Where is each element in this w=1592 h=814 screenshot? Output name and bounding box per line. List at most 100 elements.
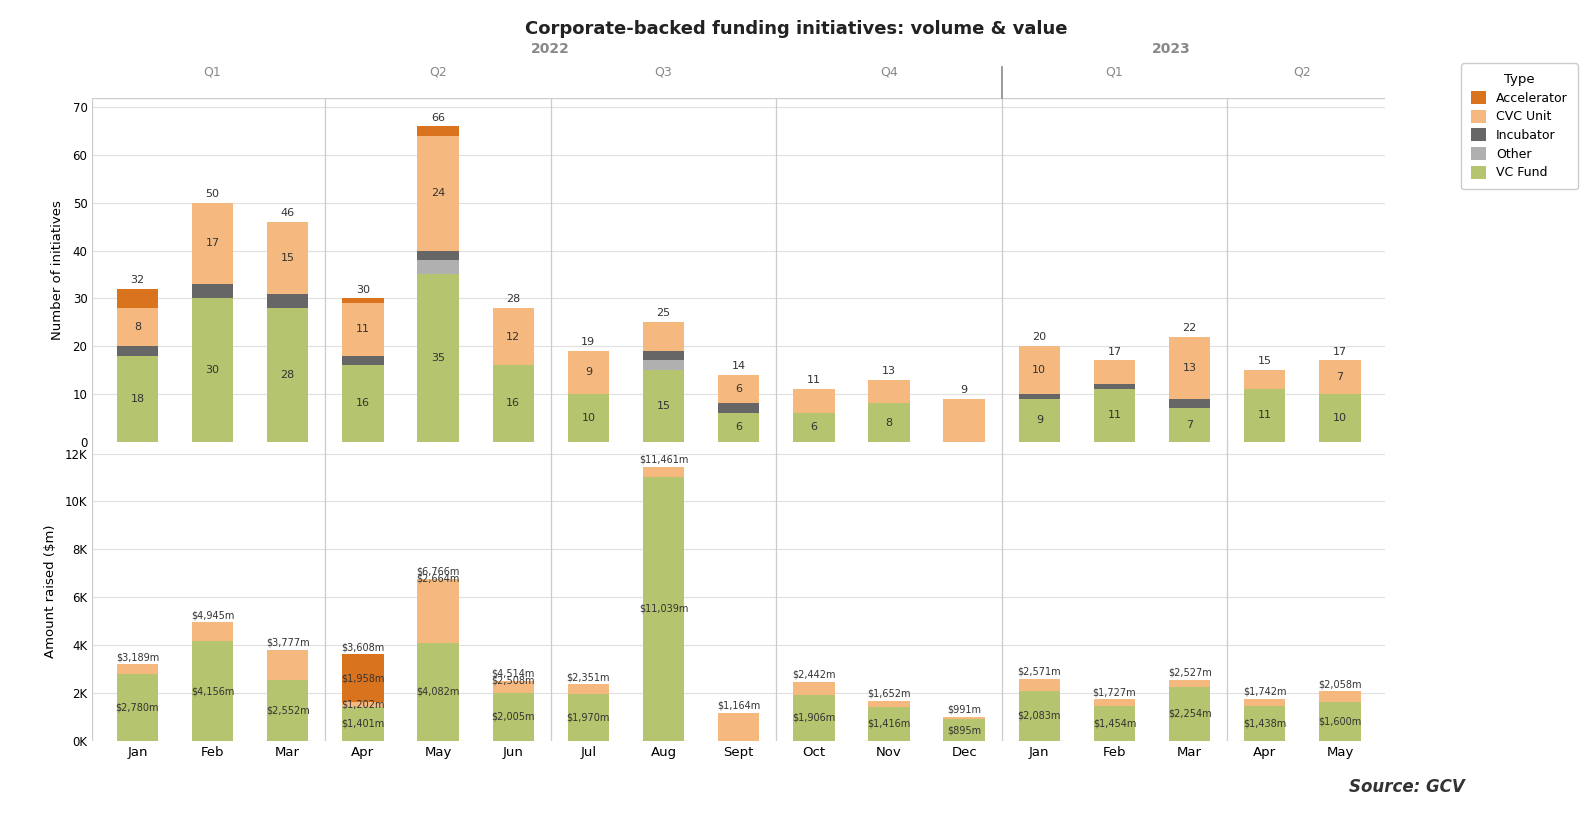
- Text: $2,005m: $2,005m: [492, 711, 535, 722]
- Bar: [116, 346, 158, 356]
- Bar: [1094, 706, 1135, 741]
- Bar: [1243, 389, 1285, 442]
- Text: 11: 11: [357, 324, 369, 335]
- Bar: [868, 404, 909, 442]
- Bar: [643, 351, 685, 361]
- Text: 46: 46: [280, 208, 295, 218]
- Text: $1,416m: $1,416m: [868, 719, 911, 729]
- Text: 11: 11: [1258, 410, 1272, 420]
- Text: 25: 25: [656, 309, 670, 318]
- Bar: [267, 222, 309, 294]
- Text: $1,652m: $1,652m: [868, 689, 911, 698]
- Text: 17: 17: [205, 239, 220, 248]
- Text: 16: 16: [506, 398, 521, 409]
- Text: 12: 12: [506, 331, 521, 342]
- Bar: [568, 351, 610, 394]
- Text: 13: 13: [1183, 362, 1197, 373]
- Text: $3,189m: $3,189m: [116, 652, 159, 662]
- Bar: [1320, 361, 1361, 394]
- Bar: [868, 707, 909, 741]
- Bar: [417, 643, 458, 741]
- Text: $2,254m: $2,254m: [1169, 709, 1212, 719]
- Bar: [643, 322, 685, 351]
- Bar: [643, 466, 685, 477]
- Bar: [1019, 691, 1060, 741]
- Bar: [193, 623, 234, 641]
- Text: 16: 16: [357, 398, 369, 409]
- Text: 28: 28: [506, 294, 521, 304]
- Text: 14: 14: [732, 361, 745, 371]
- Text: $11,461m: $11,461m: [638, 454, 688, 464]
- Text: $2,571m: $2,571m: [1017, 667, 1062, 676]
- Bar: [1169, 408, 1210, 442]
- Text: 19: 19: [581, 337, 595, 347]
- Text: Corporate-backed funding initiatives: volume & value: Corporate-backed funding initiatives: vo…: [525, 20, 1067, 38]
- Text: $11,039m: $11,039m: [638, 604, 688, 614]
- Bar: [718, 713, 759, 741]
- Bar: [492, 693, 533, 741]
- Text: $1,970m: $1,970m: [567, 712, 610, 722]
- Text: 15: 15: [1258, 357, 1272, 366]
- Text: Q1: Q1: [1105, 65, 1124, 78]
- Text: 22: 22: [1183, 322, 1197, 333]
- Text: $2,527m: $2,527m: [1169, 667, 1212, 678]
- Bar: [568, 394, 610, 442]
- Bar: [1019, 346, 1060, 394]
- Text: 10: 10: [581, 413, 595, 422]
- Bar: [492, 681, 533, 693]
- Text: 2023: 2023: [1151, 42, 1191, 56]
- Bar: [1320, 702, 1361, 741]
- Text: 10: 10: [1032, 365, 1046, 375]
- Bar: [643, 370, 685, 442]
- Text: $2,508m: $2,508m: [492, 676, 535, 685]
- Bar: [643, 477, 685, 741]
- Text: $1,906m: $1,906m: [793, 713, 836, 723]
- Text: $2,780m: $2,780m: [116, 702, 159, 712]
- Text: $2,351m: $2,351m: [567, 672, 610, 682]
- Text: 13: 13: [882, 365, 896, 376]
- Text: 30: 30: [205, 365, 220, 375]
- Text: 9: 9: [584, 367, 592, 378]
- Text: $1,438m: $1,438m: [1243, 719, 1286, 729]
- Text: 28: 28: [280, 370, 295, 380]
- Text: 50: 50: [205, 189, 220, 199]
- Text: Q2: Q2: [430, 65, 447, 78]
- Bar: [193, 641, 234, 741]
- Bar: [267, 680, 309, 741]
- Text: $1,600m: $1,600m: [1318, 716, 1361, 727]
- Text: 9: 9: [960, 385, 968, 395]
- Bar: [1169, 336, 1210, 399]
- Bar: [116, 674, 158, 741]
- Bar: [417, 126, 458, 136]
- Text: $6,766m: $6,766m: [417, 567, 460, 576]
- Bar: [267, 650, 309, 680]
- Bar: [342, 654, 384, 702]
- Text: $1,202m: $1,202m: [341, 700, 385, 710]
- Text: 15: 15: [656, 400, 670, 411]
- Text: 10: 10: [1333, 413, 1347, 422]
- Bar: [643, 361, 685, 370]
- Legend: Accelerator, CVC Unit, Incubator, Other, VC Fund: Accelerator, CVC Unit, Incubator, Other,…: [1461, 63, 1578, 190]
- Text: 8: 8: [134, 322, 142, 332]
- Bar: [1094, 699, 1135, 706]
- Y-axis label: Number of initiatives: Number of initiatives: [51, 199, 64, 339]
- Bar: [793, 682, 834, 695]
- Bar: [193, 203, 234, 284]
- Text: Source: GCV: Source: GCV: [1348, 778, 1465, 796]
- Text: 6: 6: [810, 422, 817, 432]
- Bar: [1169, 399, 1210, 408]
- Text: 2022: 2022: [532, 42, 570, 56]
- Bar: [116, 356, 158, 442]
- Text: Q2: Q2: [1293, 65, 1312, 78]
- Bar: [342, 365, 384, 442]
- Text: 11: 11: [1108, 410, 1121, 420]
- Bar: [342, 707, 384, 741]
- Text: 32: 32: [131, 275, 145, 285]
- Bar: [1019, 394, 1060, 399]
- Text: 15: 15: [280, 252, 295, 263]
- Text: $991m: $991m: [947, 705, 981, 715]
- Bar: [793, 389, 834, 413]
- Text: $3,608m: $3,608m: [341, 642, 385, 652]
- Bar: [718, 413, 759, 442]
- Bar: [417, 136, 458, 251]
